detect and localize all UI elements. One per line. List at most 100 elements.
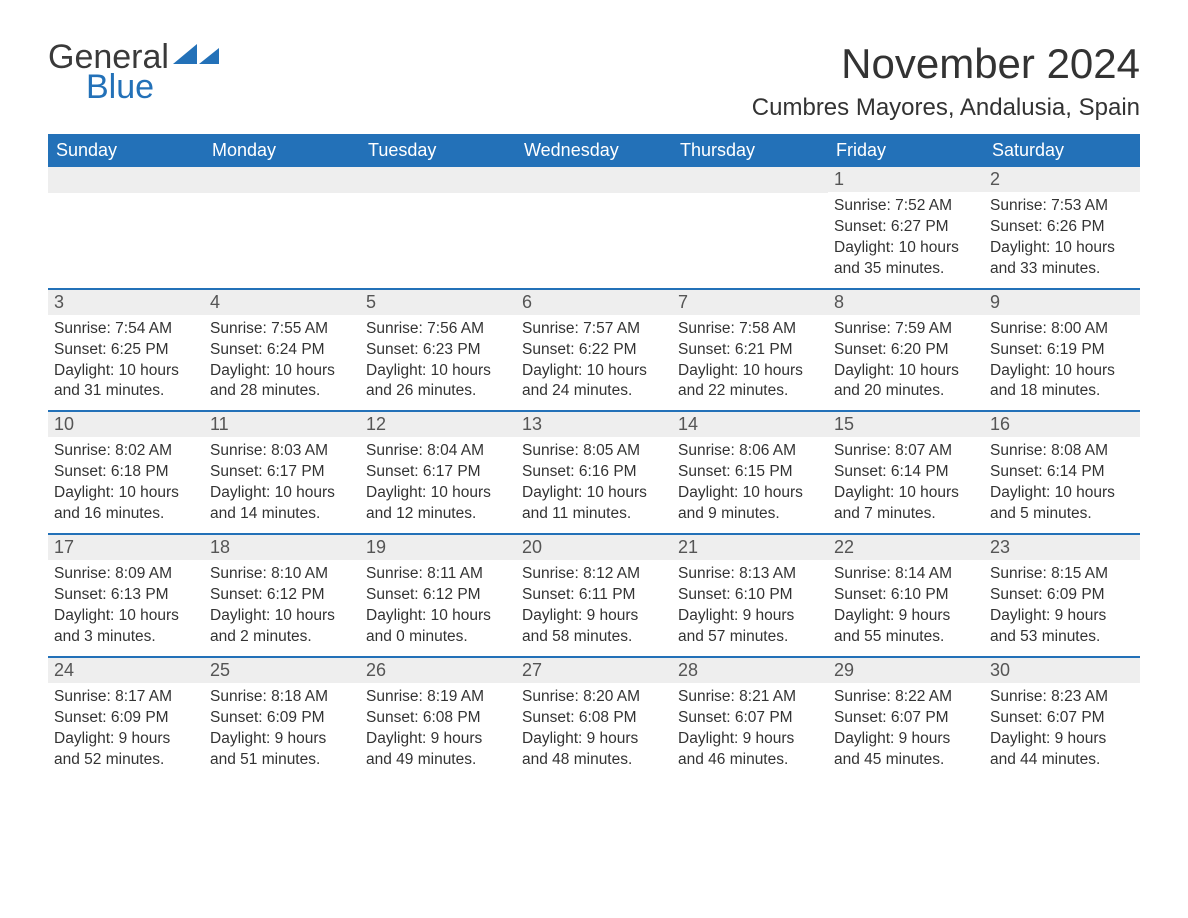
calendar: Sunday Monday Tuesday Wednesday Thursday… [48,134,1140,778]
weekday-header: Sunday Monday Tuesday Wednesday Thursday… [48,134,1140,167]
sunrise-text: Sunrise: 7:54 AM [54,319,198,340]
daylight-text: Daylight: 10 hours and 11 minutes. [522,483,666,525]
weekday-col: Friday [828,134,984,167]
day-cell: 12Sunrise: 8:04 AMSunset: 6:17 PMDayligh… [360,412,516,533]
sunset-text: Sunset: 6:07 PM [834,708,978,729]
sunrise-text: Sunrise: 8:15 AM [990,564,1134,585]
day-number: 5 [360,290,516,315]
day-cell: 17Sunrise: 8:09 AMSunset: 6:13 PMDayligh… [48,535,204,656]
sunset-text: Sunset: 6:11 PM [522,585,666,606]
day-details: Sunrise: 8:22 AMSunset: 6:07 PMDaylight:… [828,683,984,779]
sunrise-text: Sunrise: 8:13 AM [678,564,822,585]
day-details: Sunrise: 8:19 AMSunset: 6:08 PMDaylight:… [360,683,516,779]
daylight-text: Daylight: 10 hours and 16 minutes. [54,483,198,525]
daylight-text: Daylight: 10 hours and 31 minutes. [54,361,198,403]
daylight-text: Daylight: 10 hours and 14 minutes. [210,483,354,525]
month-title: November 2024 [752,40,1140,88]
location-label: Cumbres Mayores, Andalusia, Spain [752,94,1140,122]
day-number: 10 [48,412,204,437]
day-details: Sunrise: 8:21 AMSunset: 6:07 PMDaylight:… [672,683,828,779]
daylight-text: Daylight: 9 hours and 57 minutes. [678,606,822,648]
sunrise-text: Sunrise: 8:14 AM [834,564,978,585]
daylight-text: Daylight: 10 hours and 3 minutes. [54,606,198,648]
sunset-text: Sunset: 6:24 PM [210,340,354,361]
day-cell: 18Sunrise: 8:10 AMSunset: 6:12 PMDayligh… [204,535,360,656]
sunrise-text: Sunrise: 7:56 AM [366,319,510,340]
day-number: 22 [828,535,984,560]
daylight-text: Daylight: 9 hours and 45 minutes. [834,729,978,771]
sunset-text: Sunset: 6:25 PM [54,340,198,361]
day-details: Sunrise: 8:23 AMSunset: 6:07 PMDaylight:… [984,683,1140,779]
day-cell: 22Sunrise: 8:14 AMSunset: 6:10 PMDayligh… [828,535,984,656]
sunset-text: Sunset: 6:09 PM [990,585,1134,606]
day-cell: 4Sunrise: 7:55 AMSunset: 6:24 PMDaylight… [204,290,360,411]
week-row: 10Sunrise: 8:02 AMSunset: 6:18 PMDayligh… [48,410,1140,533]
header: General Blue November 2024 Cumbres Mayor… [48,40,1140,122]
sunrise-text: Sunrise: 8:21 AM [678,687,822,708]
daylight-text: Daylight: 10 hours and 28 minutes. [210,361,354,403]
daylight-text: Daylight: 10 hours and 18 minutes. [990,361,1134,403]
daylight-text: Daylight: 9 hours and 46 minutes. [678,729,822,771]
sunrise-text: Sunrise: 8:18 AM [210,687,354,708]
day-details: Sunrise: 7:55 AMSunset: 6:24 PMDaylight:… [204,315,360,411]
sunrise-text: Sunrise: 8:10 AM [210,564,354,585]
day-details: Sunrise: 8:14 AMSunset: 6:10 PMDaylight:… [828,560,984,656]
sunset-text: Sunset: 6:22 PM [522,340,666,361]
day-cell [204,167,360,288]
day-number [204,167,360,193]
logo-triangle-icon [173,44,219,70]
day-number: 12 [360,412,516,437]
day-number: 3 [48,290,204,315]
day-number: 11 [204,412,360,437]
weeks-container: 1Sunrise: 7:52 AMSunset: 6:27 PMDaylight… [48,167,1140,778]
weekday-col: Sunday [48,134,204,167]
weekday-col: Wednesday [516,134,672,167]
daylight-text: Daylight: 9 hours and 55 minutes. [834,606,978,648]
day-cell [360,167,516,288]
sunset-text: Sunset: 6:12 PM [210,585,354,606]
day-cell: 23Sunrise: 8:15 AMSunset: 6:09 PMDayligh… [984,535,1140,656]
title-block: November 2024 Cumbres Mayores, Andalusia… [752,40,1140,122]
sunrise-text: Sunrise: 7:52 AM [834,196,978,217]
day-cell: 15Sunrise: 8:07 AMSunset: 6:14 PMDayligh… [828,412,984,533]
daylight-text: Daylight: 10 hours and 26 minutes. [366,361,510,403]
day-cell: 26Sunrise: 8:19 AMSunset: 6:08 PMDayligh… [360,658,516,779]
day-number [672,167,828,193]
day-details: Sunrise: 8:11 AMSunset: 6:12 PMDaylight:… [360,560,516,656]
sunset-text: Sunset: 6:17 PM [210,462,354,483]
sunrise-text: Sunrise: 8:05 AM [522,441,666,462]
daylight-text: Daylight: 10 hours and 35 minutes. [834,238,978,280]
day-details: Sunrise: 8:08 AMSunset: 6:14 PMDaylight:… [984,437,1140,533]
sunrise-text: Sunrise: 8:22 AM [834,687,978,708]
day-number: 6 [516,290,672,315]
day-details: Sunrise: 7:59 AMSunset: 6:20 PMDaylight:… [828,315,984,411]
day-details: Sunrise: 8:06 AMSunset: 6:15 PMDaylight:… [672,437,828,533]
day-number: 29 [828,658,984,683]
week-row: 1Sunrise: 7:52 AMSunset: 6:27 PMDaylight… [48,167,1140,288]
day-cell: 9Sunrise: 8:00 AMSunset: 6:19 PMDaylight… [984,290,1140,411]
sunrise-text: Sunrise: 7:53 AM [990,196,1134,217]
day-details: Sunrise: 8:09 AMSunset: 6:13 PMDaylight:… [48,560,204,656]
day-cell: 20Sunrise: 8:12 AMSunset: 6:11 PMDayligh… [516,535,672,656]
day-cell: 6Sunrise: 7:57 AMSunset: 6:22 PMDaylight… [516,290,672,411]
day-cell: 25Sunrise: 8:18 AMSunset: 6:09 PMDayligh… [204,658,360,779]
day-details: Sunrise: 7:56 AMSunset: 6:23 PMDaylight:… [360,315,516,411]
sunrise-text: Sunrise: 7:55 AM [210,319,354,340]
day-cell: 30Sunrise: 8:23 AMSunset: 6:07 PMDayligh… [984,658,1140,779]
day-number: 30 [984,658,1140,683]
daylight-text: Daylight: 9 hours and 51 minutes. [210,729,354,771]
daylight-text: Daylight: 10 hours and 33 minutes. [990,238,1134,280]
day-number: 19 [360,535,516,560]
day-cell: 29Sunrise: 8:22 AMSunset: 6:07 PMDayligh… [828,658,984,779]
sunset-text: Sunset: 6:09 PM [210,708,354,729]
daylight-text: Daylight: 10 hours and 20 minutes. [834,361,978,403]
day-details: Sunrise: 7:58 AMSunset: 6:21 PMDaylight:… [672,315,828,411]
sunset-text: Sunset: 6:13 PM [54,585,198,606]
sunset-text: Sunset: 6:15 PM [678,462,822,483]
day-details: Sunrise: 8:18 AMSunset: 6:09 PMDaylight:… [204,683,360,779]
sunset-text: Sunset: 6:27 PM [834,217,978,238]
sunrise-text: Sunrise: 8:23 AM [990,687,1134,708]
sunset-text: Sunset: 6:26 PM [990,217,1134,238]
day-number: 21 [672,535,828,560]
sunset-text: Sunset: 6:09 PM [54,708,198,729]
